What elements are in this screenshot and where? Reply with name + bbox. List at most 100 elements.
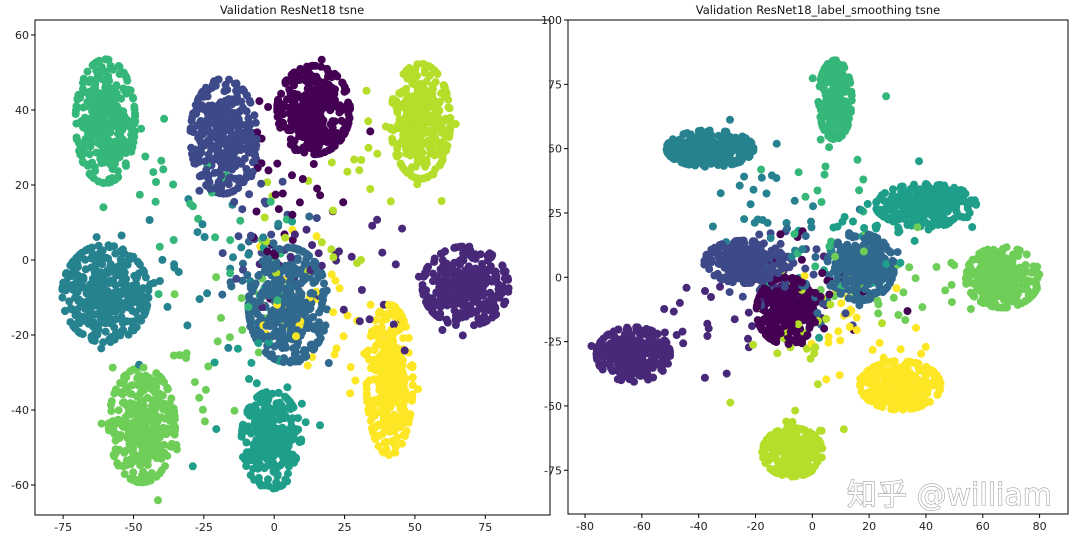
scatter-point-class-6: [101, 55, 110, 64]
scatter-point-class-5: [289, 431, 298, 440]
scatter-point-class-8: [392, 150, 401, 159]
scatter-point-class-6: [129, 94, 138, 103]
scatter-point-class-5: [242, 438, 251, 447]
scatter-point-class-6: [98, 155, 107, 164]
scatter-point-class-2: [205, 110, 214, 119]
scatter-point-class-4: [158, 255, 167, 264]
scatter-point-class-2: [234, 135, 243, 144]
scatter-point-class-6: [226, 269, 235, 278]
scatter-point-class-3: [238, 276, 247, 285]
scatter-point-class-0: [344, 109, 353, 118]
scatter-point-class-2: [214, 155, 222, 164]
scatter-point-class-1: [499, 267, 508, 276]
scatter-point-class-9: [912, 323, 920, 332]
y-tick-label: 60: [15, 29, 29, 42]
scatter-point-class-7: [97, 419, 106, 428]
scatter-point-class-0: [288, 171, 296, 180]
scatter-point-class-1: [378, 248, 387, 257]
scatter-point-class-9: [398, 384, 407, 393]
scatter-point-class-2: [214, 75, 223, 84]
scatter-point-class-7: [143, 393, 152, 402]
scatter-point-class-6: [85, 150, 94, 159]
scatter-point-class-0: [305, 80, 314, 89]
scatter-point-class-3: [305, 212, 314, 221]
scatter-point-class-7: [115, 388, 124, 397]
chart-title: Validation ResNet18_label_smoothing tsne: [696, 3, 940, 17]
scatter-point-class-3: [311, 277, 320, 286]
scatter-point-class-5: [284, 459, 293, 468]
scatter-point-class-1: [443, 299, 452, 308]
scatter-point-class-1: [504, 284, 513, 293]
scatter-point-class-6: [121, 159, 130, 168]
scatter-point-class-9: [399, 334, 408, 343]
scatter-point-class-2: [232, 156, 240, 165]
y-tick-label: -40: [11, 404, 29, 417]
scatter-point-class-4: [58, 293, 67, 302]
scatter-point-class-2: [186, 126, 195, 135]
scatter-point-class-7: [238, 326, 247, 334]
scatter-point-class-8: [386, 197, 395, 206]
scatter-point-class-4: [98, 246, 107, 255]
scatter-point-class-5: [889, 185, 897, 194]
scatter-point-class-0: [287, 116, 296, 125]
scatter-point-class-1: [660, 305, 669, 313]
scatter-point-class-0: [283, 95, 291, 104]
scatter-point-class-0: [310, 108, 319, 117]
scatter-point-class-6: [81, 142, 90, 151]
scatter-point-class-4: [74, 312, 83, 321]
scatter-point-class-5: [910, 236, 919, 245]
scatter-point-class-1: [502, 275, 510, 284]
scatter-point-class-6: [169, 236, 178, 244]
scatter-point-class-2: [227, 132, 236, 141]
scatter-point-class-6: [105, 76, 114, 85]
scatter-point-class-0: [320, 86, 329, 95]
scatter-point-class-4: [112, 296, 121, 305]
scatter-point-class-0: [340, 87, 349, 96]
scatter-point-class-3: [811, 253, 820, 261]
scatter-point-class-1: [400, 346, 409, 355]
scatter-point-class-3: [267, 314, 276, 322]
scatter-point-class-1: [444, 291, 453, 300]
scatter-point-class-4: [70, 284, 79, 293]
scatter-point-class-4: [105, 243, 114, 252]
scatter-point-class-5: [297, 399, 306, 408]
scatter-point-class-2: [211, 184, 220, 193]
scatter-point-class-8: [813, 380, 822, 389]
scatter-point-class-7: [149, 408, 158, 417]
scatter-point-class-4: [98, 260, 107, 269]
scatter-point-class-8: [440, 81, 448, 90]
scatter-point-class-1: [424, 303, 433, 311]
scatter-point-class-5: [274, 388, 283, 397]
scatter-point-class-9: [385, 421, 394, 430]
scatter-point-class-4: [170, 260, 179, 269]
y-tick-label: 40: [15, 104, 29, 117]
scatter-point-class-7: [133, 421, 142, 430]
scatter-point-class-4: [749, 185, 758, 194]
scatter-point-class-6: [159, 165, 168, 174]
scatter-point-class-5: [210, 358, 219, 367]
scatter-point-class-8: [405, 64, 414, 72]
scatter-point-class-8: [782, 417, 791, 426]
scatter-point-class-6: [89, 94, 98, 103]
scatter-point-class-7: [128, 381, 137, 390]
scatter-point-class-9: [383, 375, 392, 384]
scatter-point-class-6: [194, 214, 203, 223]
scatter-point-class-4: [58, 285, 67, 294]
scatter-point-class-7: [144, 415, 153, 424]
scatter-point-class-1: [430, 254, 439, 263]
scatter-point-class-1: [477, 286, 486, 295]
scatter-point-class-0: [298, 175, 307, 183]
scatter-point-class-6: [106, 125, 115, 134]
scatter-point-class-2: [241, 129, 250, 138]
scatter-point-class-8: [362, 86, 371, 95]
scatter-point-class-5: [269, 416, 278, 425]
x-tick-label: -75: [54, 521, 72, 534]
scatter-point-class-3: [309, 289, 318, 298]
scatter-point-class-4: [203, 289, 212, 298]
scatter-point-class-2: [245, 119, 254, 128]
scatter-point-class-0: [289, 73, 298, 82]
scatter-point-class-7: [254, 348, 263, 357]
scatter-point-class-5: [294, 414, 302, 423]
scatter-point-class-4: [224, 343, 233, 352]
